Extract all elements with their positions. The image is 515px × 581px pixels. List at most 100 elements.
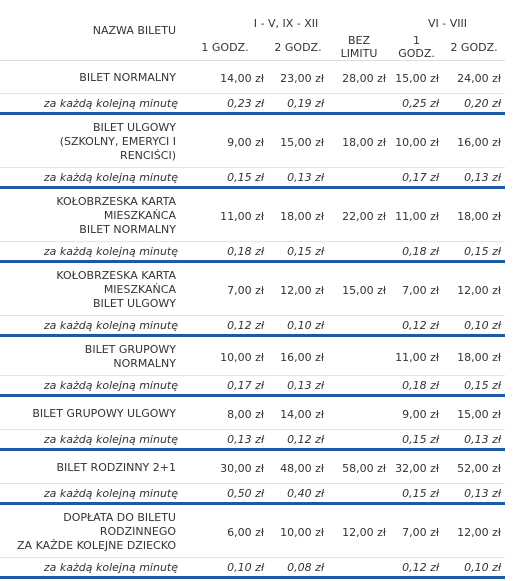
price: 15,00 zł bbox=[443, 395, 506, 430]
minute-price: 0,10 zł bbox=[268, 315, 328, 337]
minute-price bbox=[328, 93, 391, 115]
minute-price bbox=[328, 241, 391, 263]
price: 12,00 zł bbox=[443, 261, 506, 316]
season-header: I - V, IX - XII bbox=[253, 17, 319, 30]
minute-price bbox=[328, 557, 391, 579]
name-line: BILET GRUPOWY bbox=[84, 343, 176, 356]
minute-row: za każdą kolejną minutę 0,23 zł 0,19 zł 0,2… bbox=[0, 93, 506, 115]
ticket-row: DOPŁATA DO BILETU RODZINNEGO ZA KAŻDE KOLE… bbox=[0, 503, 506, 558]
name-line: BILET GRUPOWY ULGOWY bbox=[32, 407, 176, 420]
minute-row: za każdą kolejną minutę 0,12 zł 0,10 zł 0,1… bbox=[0, 315, 506, 337]
price: 18,00 zł bbox=[268, 187, 328, 242]
ticket-name: KOŁOBRZESKA KARTA MIESZKAŃCA BILET ULGOWY bbox=[0, 261, 182, 316]
minute-row: za każdą kolejną minutę 0,17 zł 0,13 zł 0,1… bbox=[0, 375, 506, 397]
price: 16,00 zł bbox=[268, 335, 328, 376]
minute-label: za każdą kolejną minutę bbox=[0, 93, 182, 115]
season-header: VI - VIII bbox=[428, 17, 468, 30]
minute-price: 0,13 zł bbox=[182, 429, 268, 451]
minute-price: 0,19 zł bbox=[268, 93, 328, 115]
minute-price: 0,15 zł bbox=[443, 375, 506, 397]
price: 6,00 zł bbox=[182, 503, 268, 558]
ticket-row: BILET RODZINNY 2+1 30,00 zł 48,00 zł 58,00 … bbox=[0, 449, 506, 484]
price: 14,00 zł bbox=[182, 60, 268, 94]
price: 32,00 zł bbox=[390, 449, 444, 484]
price: 15,00 zł bbox=[268, 113, 328, 168]
price: 30,00 zł bbox=[182, 449, 268, 484]
minute-price: 0,18 zł bbox=[390, 241, 444, 263]
price: 8,00 zł bbox=[182, 395, 268, 430]
price: 24,00 zł bbox=[443, 60, 506, 94]
ticket-row: KOŁOBRZESKA KARTA MIESZKAŃCA BILET ULGOWY 7… bbox=[0, 261, 506, 316]
minute-price: 0,50 zł bbox=[182, 483, 268, 505]
minute-price: 0,17 zł bbox=[390, 167, 444, 189]
price: 11,00 zł bbox=[390, 187, 444, 242]
minute-row: za każdą kolejną minutę 0,18 zł 0,15 zł 0,1… bbox=[0, 241, 506, 263]
minute-row: za każdą kolejną minutę 0,15 zł 0,13 zł 0,1… bbox=[0, 167, 506, 189]
minute-price: 0,15 zł bbox=[443, 241, 506, 263]
minute-price: 0,15 zł bbox=[390, 429, 444, 451]
minute-price: 0,10 zł bbox=[443, 315, 506, 337]
ticket-name: BILET GRUPOWY ULGOWY bbox=[0, 395, 182, 430]
minute-price: 0,15 zł bbox=[390, 483, 444, 505]
ticket-row: BILET ULGOWY (SZKOLNY, EMERYCI I RENCIŚCI)… bbox=[0, 113, 506, 168]
price-table: NAZWA BILETU I - V, IX - XII VI - VIII 1… bbox=[0, 0, 506, 579]
minute-price: 0,12 zł bbox=[390, 315, 444, 337]
price: 52,00 zł bbox=[443, 449, 506, 484]
price bbox=[328, 335, 391, 376]
name-line: BILET ULGOWY bbox=[92, 297, 176, 310]
column-header: BEZ LIMITU bbox=[328, 34, 391, 61]
minute-price bbox=[328, 483, 391, 505]
minute-price: 0,08 zł bbox=[268, 557, 328, 579]
ticket-row: KOŁOBRZESKA KARTA MIESZKAŃCA BILET NORMALN… bbox=[0, 187, 506, 242]
price: 23,00 zł bbox=[268, 60, 328, 94]
minute-price bbox=[328, 167, 391, 189]
name-line: BILET ULGOWY bbox=[92, 121, 176, 134]
price: 11,00 zł bbox=[390, 335, 444, 376]
minute-price: 0,18 zł bbox=[390, 375, 444, 397]
price: 9,00 zł bbox=[390, 395, 444, 430]
name-header: NAZWA BILETU bbox=[0, 0, 182, 61]
minute-price: 0,13 zł bbox=[443, 167, 506, 189]
minute-row: za każdą kolejną minutę 0,50 zł 0,40 zł 0,1… bbox=[0, 483, 506, 505]
minute-price: 0,15 zł bbox=[268, 241, 328, 263]
ticket-row: BILET NORMALNY 14,00 zł 23,00 zł 28,00 zł 15… bbox=[0, 60, 506, 94]
price: 58,00 zł bbox=[328, 449, 391, 484]
price: 12,00 zł bbox=[328, 503, 391, 558]
minute-label: za każdą kolejną minutę bbox=[0, 483, 182, 505]
minute-price: 0,13 zł bbox=[268, 167, 328, 189]
minute-label: za każdą kolejną minutę bbox=[0, 429, 182, 451]
name-line: BILET NORMALNY bbox=[79, 223, 176, 236]
minute-price: 0,40 zł bbox=[268, 483, 328, 505]
ticket-name: BILET RODZINNY 2+1 bbox=[0, 449, 182, 484]
minute-price: 0,13 zł bbox=[443, 429, 506, 451]
price: 22,00 zł bbox=[328, 187, 391, 242]
price: 10,00 zł bbox=[268, 503, 328, 558]
price: 12,00 zł bbox=[443, 503, 506, 558]
minute-label: za każdą kolejną minutę bbox=[0, 315, 182, 337]
column-header: 2 GODZ. bbox=[443, 34, 506, 61]
price: 28,00 zł bbox=[328, 60, 391, 94]
column-header: 1 GODZ. bbox=[390, 34, 444, 61]
minute-price bbox=[328, 375, 391, 397]
name-line: RENCIŚCI) bbox=[120, 149, 176, 162]
minute-price: 0,10 zł bbox=[443, 557, 506, 579]
price: 11,00 zł bbox=[182, 187, 268, 242]
minute-price bbox=[328, 315, 391, 337]
column-header: 2 GODZ. bbox=[268, 34, 328, 61]
ticket-name: BILET GRUPOWY NORMALNY bbox=[0, 335, 182, 376]
minute-price: 0,25 zł bbox=[390, 93, 444, 115]
price: 18,00 zł bbox=[443, 335, 506, 376]
minute-price: 0,12 zł bbox=[182, 315, 268, 337]
price: 12,00 zł bbox=[268, 261, 328, 316]
minute-row: za każdą kolejną minutę 0,13 zł 0,12 zł 0,1… bbox=[0, 429, 506, 451]
name-line: BILET RODZINNY 2+1 bbox=[56, 461, 176, 474]
minute-price: 0,13 zł bbox=[443, 483, 506, 505]
price: 10,00 zł bbox=[182, 335, 268, 376]
price: 48,00 zł bbox=[268, 449, 328, 484]
ticket-name: KOŁOBRZESKA KARTA MIESZKAŃCA BILET NORMALN… bbox=[0, 187, 182, 242]
name-line: RODZINNEGO bbox=[99, 525, 176, 538]
name-line: BILET NORMALNY bbox=[79, 71, 176, 84]
minute-label: za każdą kolejną minutę bbox=[0, 167, 182, 189]
price: 7,00 zł bbox=[182, 261, 268, 316]
